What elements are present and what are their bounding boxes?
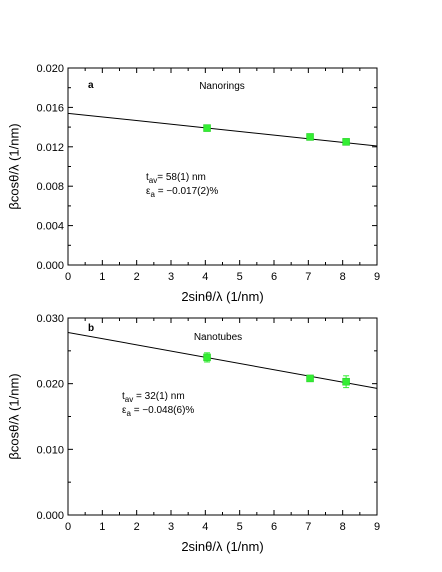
x-axis-title: 2sinθ/λ (1/nm) xyxy=(181,289,263,304)
x-tick-label: 3 xyxy=(168,271,174,283)
y-tick-label: 0.004 xyxy=(36,221,64,233)
x-axis-title: 2sinθ/λ (1/nm) xyxy=(181,539,263,554)
chart-panel-a: 0 1 2 3 4 5 6 7 8 9 0.000 0.004 0.008 0.012 0.016 0.020… xyxy=(7,63,381,304)
x-tick-label: 6 xyxy=(271,521,277,533)
y-tick-label: 0.000 xyxy=(36,510,64,522)
epsilon-subscript: a xyxy=(150,190,155,199)
y-axis-title: βcosθ/λ (1/nm) xyxy=(7,373,22,459)
t-value: = 32(1) nm xyxy=(133,391,184,402)
epsilon-symbol: ε xyxy=(122,405,127,416)
strain-value: = −0.017(2)% xyxy=(155,186,218,197)
epsilon-symbol: ε xyxy=(146,186,151,197)
x-tick-label: 7 xyxy=(305,271,311,283)
x-tick-label: 8 xyxy=(340,271,346,283)
fit-line xyxy=(68,112,377,147)
y-tick-label: 0.000 xyxy=(36,260,64,272)
t-value: = 58(1) nm xyxy=(157,172,206,183)
plot-frame xyxy=(67,317,378,516)
data-point xyxy=(203,353,211,362)
x-tick-label: 1 xyxy=(99,271,105,283)
t-symbol: t xyxy=(122,391,125,402)
plot-frame xyxy=(67,67,378,266)
x-tick-label: 6 xyxy=(271,271,277,283)
strain-value: = −0.048(6)% xyxy=(131,405,194,416)
y-tick-label: 0.030 xyxy=(36,313,64,325)
x-tick-label: 2 xyxy=(134,521,140,533)
t-subscript: av xyxy=(149,176,157,185)
panel-title: Nanotubes xyxy=(194,332,242,343)
x-tick-label: 0 xyxy=(65,271,71,283)
t-subscript: av xyxy=(125,395,133,404)
crystallite-size-annotation: tav= 58(1) nm xyxy=(146,172,206,185)
data-point xyxy=(203,124,211,132)
panel-title: Nanorings xyxy=(199,81,245,92)
data-point xyxy=(306,133,314,141)
y-tick-label: 0.020 xyxy=(36,63,64,75)
fit-line xyxy=(68,331,377,389)
x-tick-label: 7 xyxy=(305,521,311,533)
x-tick-label: 4 xyxy=(202,521,208,533)
x-tick-label: 5 xyxy=(237,521,243,533)
x-tick-label: 1 xyxy=(99,521,105,533)
strain-annotation: εa = −0.017(2)% xyxy=(146,186,218,199)
x-tick-label: 0 xyxy=(65,521,71,533)
data-point xyxy=(342,138,350,146)
y-axis-title: βcosθ/λ (1/nm) xyxy=(7,123,22,209)
crystallite-size-annotation: tav = 32(1) nm xyxy=(122,391,185,404)
chart-panel-b: 0 1 2 3 4 5 6 7 8 9 0.000 0.010 0.020 0.030 2sinθ/λ (1… xyxy=(7,313,381,554)
y-tick-label: 0.020 xyxy=(36,379,64,391)
x-tick-label: 9 xyxy=(374,271,380,283)
data-point xyxy=(342,377,350,386)
y-tick-label: 0.008 xyxy=(36,181,64,193)
strain-annotation: εa = −0.048(6)% xyxy=(122,405,194,418)
epsilon-subscript: a xyxy=(126,409,131,418)
x-tick-label: 4 xyxy=(202,271,208,283)
x-tick-label: 8 xyxy=(340,521,346,533)
y-tick-label: 0.012 xyxy=(36,142,64,154)
panel-letter: a xyxy=(88,80,94,91)
x-tick-label: 2 xyxy=(134,271,140,283)
x-tick-label: 5 xyxy=(237,271,243,283)
data-point xyxy=(306,374,314,383)
y-tick-label: 0.010 xyxy=(36,444,64,456)
t-symbol: t xyxy=(146,172,149,183)
y-tick-label: 0.016 xyxy=(36,102,64,114)
x-tick-label: 9 xyxy=(374,521,380,533)
x-tick-label: 3 xyxy=(168,521,174,533)
panel-letter: b xyxy=(88,323,94,334)
